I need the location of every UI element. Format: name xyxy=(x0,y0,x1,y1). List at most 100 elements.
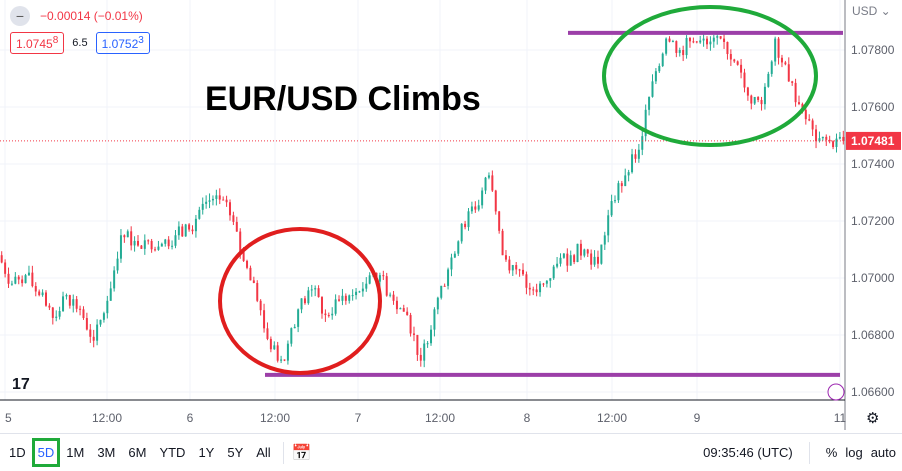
candle xyxy=(818,138,821,142)
candle xyxy=(433,309,436,330)
collapse-icon[interactable]: − xyxy=(10,6,30,26)
candle xyxy=(225,199,228,203)
range-1m[interactable]: 1M xyxy=(66,445,85,460)
candle xyxy=(344,295,347,301)
candle xyxy=(119,235,122,259)
candle xyxy=(828,139,831,142)
candle xyxy=(324,313,327,316)
candle xyxy=(338,299,341,301)
buy-price-button[interactable]: 1.07523 xyxy=(95,32,150,54)
candle xyxy=(341,295,344,301)
candle xyxy=(21,279,24,284)
log-toggle[interactable]: log xyxy=(845,445,863,460)
candle xyxy=(719,36,722,39)
candle xyxy=(419,354,422,361)
candle xyxy=(389,294,392,296)
candle xyxy=(130,231,133,246)
range-1d[interactable]: 1D xyxy=(9,445,26,460)
candle xyxy=(4,262,7,274)
candle xyxy=(767,73,770,87)
candle xyxy=(658,65,661,72)
price-chart[interactable]: 1.07800 1.07600 1.07400 1.07200 1.07000 1.068… xyxy=(0,0,902,433)
candle xyxy=(593,256,596,265)
candle xyxy=(307,290,310,304)
candle xyxy=(222,199,225,201)
range-ytd[interactable]: YTD xyxy=(159,445,186,460)
candle xyxy=(235,221,238,232)
candle xyxy=(501,230,504,256)
candle xyxy=(317,288,320,298)
candle xyxy=(198,209,201,219)
candle xyxy=(791,81,794,83)
range-6m[interactable]: 6M xyxy=(128,445,147,460)
range-1y[interactable]: 1Y xyxy=(198,445,215,460)
candle xyxy=(31,272,34,287)
candle xyxy=(685,37,688,56)
candle xyxy=(481,190,484,206)
tradingview-logo[interactable]: 17 xyxy=(12,376,30,393)
go-to-date-icon[interactable]: 📅 xyxy=(291,444,312,462)
candle xyxy=(583,249,586,256)
sell-price-button[interactable]: 1.07458 xyxy=(10,32,65,54)
candle xyxy=(171,245,174,247)
candle xyxy=(753,96,756,104)
candle xyxy=(651,81,654,97)
candle xyxy=(634,154,637,159)
candle xyxy=(736,61,739,65)
candle xyxy=(82,309,85,319)
x-tick-label: 11 xyxy=(834,411,847,425)
range-3m[interactable]: 3M xyxy=(97,445,116,460)
candle xyxy=(706,38,709,45)
y-tick-label: 1.07600 xyxy=(851,100,895,114)
candle xyxy=(228,202,231,216)
candle xyxy=(348,295,351,301)
x-tick-label: 12:00 xyxy=(260,411,290,425)
range-5d[interactable]: 5D xyxy=(31,438,61,467)
candle xyxy=(113,270,116,289)
candle xyxy=(62,296,65,312)
candle xyxy=(695,41,698,43)
settings-icon[interactable]: ⚙ xyxy=(866,410,880,427)
clock: 09:35:46 (UTC) xyxy=(703,445,793,460)
candle xyxy=(787,64,790,82)
candle xyxy=(392,294,395,301)
range-5y[interactable]: 5Y xyxy=(227,445,244,460)
range-all[interactable]: All xyxy=(256,445,271,460)
candle xyxy=(678,50,681,53)
candle xyxy=(7,273,10,284)
candle xyxy=(811,120,814,130)
candle xyxy=(576,243,579,263)
candle xyxy=(614,200,617,202)
auto-toggle[interactable]: auto xyxy=(870,445,896,460)
divider xyxy=(282,441,284,464)
x-tick-label: 9 xyxy=(694,411,701,425)
candle xyxy=(566,253,569,266)
candle xyxy=(600,244,603,264)
candle xyxy=(665,38,668,54)
candle xyxy=(208,200,211,202)
candle xyxy=(702,38,705,41)
candle xyxy=(559,257,562,264)
currency-selector[interactable]: USD ⌄ xyxy=(852,4,891,18)
price-legend: − −0.00014 (−0.01%) 1.07458 6.5 1.07523 xyxy=(10,6,150,54)
candle xyxy=(297,309,300,327)
x-tick-label: 5 xyxy=(5,411,12,425)
candle xyxy=(654,71,657,82)
candle xyxy=(842,136,845,141)
candle xyxy=(382,275,385,277)
candle xyxy=(68,295,71,306)
candle xyxy=(716,36,719,38)
last-price-label-bg xyxy=(846,131,901,150)
bottom-toolbar: 1D 5D 1M 3M 6M YTD 1Y 5Y All 📅 09:35:46 (UTC) % … xyxy=(0,433,902,471)
candle xyxy=(24,275,27,284)
candle xyxy=(194,218,197,232)
candle xyxy=(351,295,354,297)
x-tick-label: 12:00 xyxy=(597,411,627,425)
percent-toggle[interactable]: % xyxy=(825,445,838,460)
candle xyxy=(617,183,620,201)
candle xyxy=(784,62,787,65)
candle xyxy=(17,276,20,280)
candle xyxy=(494,190,497,212)
candle xyxy=(675,41,678,53)
candle xyxy=(596,256,599,264)
